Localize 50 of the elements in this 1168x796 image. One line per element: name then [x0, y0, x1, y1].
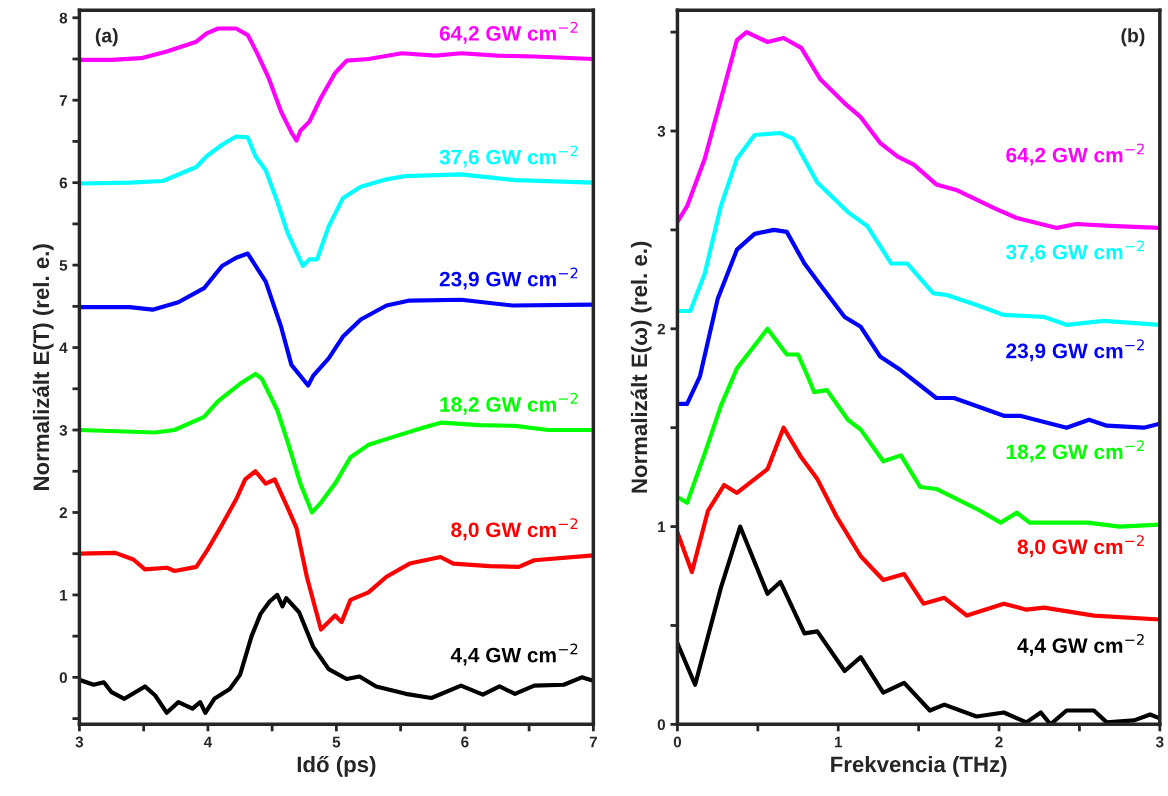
text: 4,4 GW cm$^{−2}$: [1017, 634, 1144, 657]
y-tick-label: 8: [59, 12, 68, 24]
line-series: [79, 134, 594, 269]
y-tick-label: 0: [657, 719, 666, 731]
y-tick-label: 0: [59, 672, 67, 684]
line-series: [79, 592, 594, 715]
line-series: [677, 425, 1160, 622]
line-series: [79, 371, 594, 515]
y-tick-label: 3: [59, 424, 68, 436]
y-tick-label: 2: [59, 507, 68, 518]
x-tick-label: 4: [203, 736, 213, 748]
x-tick-label: 3: [1155, 736, 1164, 748]
text: 64,2 GW cm$^{−2}$: [1006, 143, 1144, 166]
x-tick-label: 3: [75, 736, 84, 748]
x-tick-label: 5: [332, 736, 341, 748]
y-tick-label: 4: [59, 342, 68, 354]
series-label: 64,2 GW cm$^{−2}$: [439, 21, 578, 44]
y-tick-label: 6: [59, 177, 68, 189]
text: 37,6 GW cm$^{−2}$: [1006, 240, 1144, 263]
y-tick-label: 5: [59, 260, 68, 271]
series-label: 4,4 GW cm$^{−2}$: [450, 643, 578, 666]
y-tick-label: 7: [59, 95, 67, 106]
line-series: [677, 130, 1160, 327]
x-tick-label: 7: [589, 736, 597, 748]
text: 8,0 GW cm$^{−2}$: [1017, 535, 1144, 558]
line-series: [79, 469, 594, 632]
line-series: [677, 227, 1160, 430]
x-tick-label: 2: [995, 736, 1003, 748]
text: 23,9 GW cm$^{−2}$: [1006, 339, 1144, 362]
x-tick-label: 6: [461, 736, 469, 748]
y-tick-label: 1: [658, 521, 666, 533]
text: 18,2 GW cm$^{−2}$: [1006, 440, 1144, 463]
annotation: (a): [95, 28, 118, 47]
series-label: 37,6 GW cm$^{−2}$: [439, 145, 578, 168]
x-tick-label: 1: [834, 736, 843, 748]
y-axis-title: Normalizált E(ω) (rel. e.): [630, 241, 652, 493]
line-series: [79, 251, 594, 388]
line-series: [677, 30, 1160, 230]
y-tick-label: 3: [657, 125, 666, 137]
x-axis-title: Frekvencia (THz): [831, 755, 1007, 777]
y-tick-label: 1: [60, 589, 68, 601]
line-series: [677, 326, 1160, 529]
series-label: 23,9 GW cm$^{−2}$: [439, 267, 578, 290]
annotation: (b): [1121, 28, 1145, 47]
y-tick-label: 2: [657, 323, 666, 335]
y-axis-title: Normalizált E(T) (rel. e.): [32, 244, 54, 490]
x-tick-label: 0: [673, 736, 682, 748]
series-label: 8,0 GW cm$^{−2}$: [451, 518, 578, 541]
series-label: 18,2 GW cm$^{−2}$: [440, 392, 578, 415]
x-axis-title: Idő (ps): [297, 755, 376, 777]
